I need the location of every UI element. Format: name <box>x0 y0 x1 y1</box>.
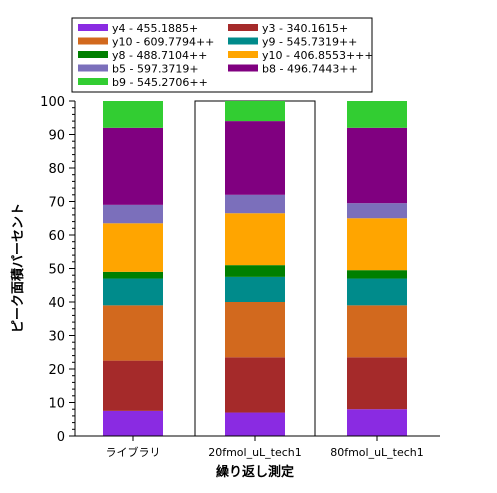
bar-segment[interactable] <box>347 127 407 204</box>
y-tick-label: 100 <box>40 95 65 110</box>
bar-segment[interactable] <box>225 194 285 214</box>
y-tick-label: 60 <box>48 229 65 244</box>
x-axis: ライブラリ 20fmol_uL_tech1 80fmol_uL_tech1 <box>75 435 440 459</box>
y-axis: 0 10 20 30 40 50 60 70 80 90 100 <box>40 95 76 445</box>
bar-segment[interactable] <box>103 127 163 205</box>
bar-segment[interactable] <box>347 278 407 306</box>
y-tick-label: 30 <box>48 330 65 345</box>
y-tick-label: 20 <box>48 363 65 378</box>
x-tick-label: 20fmol_uL_tech1 <box>208 446 302 459</box>
legend-entry-label: y8 - 488.7104++ <box>112 49 207 62</box>
bar-segment[interactable] <box>103 101 163 128</box>
bar-segment[interactable] <box>347 409 407 436</box>
y-tick-label: 70 <box>48 196 65 211</box>
legend[interactable]: y4 - 455.1885+ y3 - 340.1615+ y10 - 609.77… <box>71 17 374 93</box>
legend-entry-label: b5 - 597.3719+ <box>112 63 199 76</box>
bar-segment[interactable] <box>225 101 285 122</box>
bar-segment[interactable] <box>103 410 163 436</box>
legend-swatch <box>78 24 108 31</box>
bar-segment[interactable] <box>225 412 285 436</box>
bar-segment[interactable] <box>347 218 407 271</box>
legend-entry-label: y4 - 455.1885+ <box>112 22 198 35</box>
y-tick-label: 0 <box>57 430 65 445</box>
bar-segment[interactable] <box>225 121 285 195</box>
bar-segment[interactable] <box>103 271 163 279</box>
bar-segment[interactable] <box>347 357 407 410</box>
bar-segment[interactable] <box>103 278 163 306</box>
bar-segment[interactable] <box>347 270 407 279</box>
bar-segment[interactable] <box>103 223 163 272</box>
legend-swatch <box>78 37 108 45</box>
legend-entry-label: b9 - 545.2706++ <box>112 76 208 89</box>
x-tick-label: ライブラリ <box>106 445 161 459</box>
legend-swatch <box>78 64 108 72</box>
y-tick-label: 10 <box>48 397 65 412</box>
y-tick-label: 40 <box>48 296 65 311</box>
legend-entry-label: y10 - 406.8553+++ <box>262 49 374 62</box>
y-tick-label: 90 <box>48 129 65 144</box>
legend-swatch <box>228 51 258 58</box>
legend-frame <box>71 17 373 93</box>
bar-segment[interactable] <box>347 101 407 128</box>
bar-segment[interactable] <box>103 360 163 411</box>
plot-area <box>103 100 407 437</box>
bar-segment[interactable] <box>347 203 407 219</box>
bar-segment[interactable] <box>103 204 163 224</box>
x-axis-title: 繰り返し測定 <box>216 464 294 480</box>
legend-entry-label: y9 - 545.7319++ <box>262 36 357 49</box>
legend-swatch <box>228 37 258 45</box>
legend-swatch <box>78 78 108 85</box>
legend-swatch <box>228 64 258 72</box>
bar-segment[interactable] <box>225 213 285 266</box>
y-tick-label: 50 <box>48 263 65 278</box>
bar-segment[interactable] <box>225 276 285 302</box>
bar-segment[interactable] <box>225 357 285 413</box>
y-axis-title: ピーク面積パーセント <box>10 203 26 333</box>
legend-entry-label: y3 - 340.1615+ <box>262 22 348 35</box>
x-tick-label: 80fmol_uL_tech1 <box>330 446 424 459</box>
bar-segment[interactable] <box>103 305 163 361</box>
legend-entry-label: y10 - 609.7794++ <box>112 36 214 49</box>
legend-swatch <box>228 24 258 31</box>
bar-segment[interactable] <box>347 305 407 358</box>
legend-entry-label: b8 - 496.7443++ <box>262 63 358 76</box>
bar-segment[interactable] <box>225 265 285 277</box>
legend-swatch <box>78 51 108 58</box>
bar-segment[interactable] <box>225 302 285 358</box>
y-tick-label: 80 <box>48 162 65 177</box>
